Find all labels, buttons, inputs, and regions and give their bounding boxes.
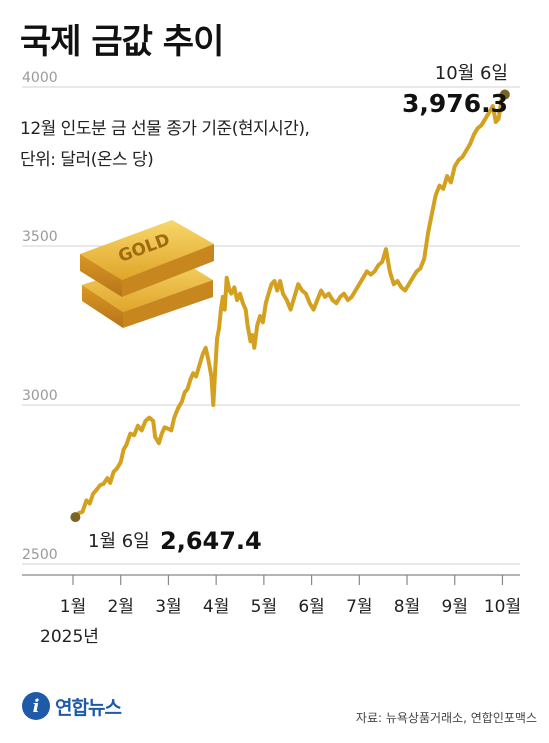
y-tick-label: 4000 xyxy=(22,70,58,86)
source-note: 자료: 뉴욕상품거래소, 연합인포맥스 xyxy=(355,711,537,725)
y-tick-label: 2500 xyxy=(22,547,58,563)
x-tick-label: 1월 xyxy=(60,597,86,617)
gold-bar-bottom-front xyxy=(123,280,213,328)
x-tick-label: 9월 xyxy=(442,597,468,617)
yonhap-logo-icon: i xyxy=(22,692,50,720)
start-value-label: 2,647.4 xyxy=(160,527,262,555)
price-line xyxy=(73,92,507,520)
chart-subtitle: 12월 인도분 금 선물 종가 기준(현지시간), xyxy=(20,119,310,139)
y-tick-label: 3000 xyxy=(22,388,58,404)
end-point-marker xyxy=(499,89,510,100)
yonhap-logo: i 연합뉴스 xyxy=(22,692,122,720)
start-date-label: 1월 6일 xyxy=(88,531,150,552)
x-tick-label: 2월 xyxy=(107,597,133,617)
chart-title: 국제 금값 추이 xyxy=(20,22,224,62)
x-axis: 1월 2월 3월 4월 5월 6월 7월 8월 9월 10월 xyxy=(22,574,521,617)
x-tick-label: 8월 xyxy=(394,597,420,617)
end-value-label: 3,976.3 xyxy=(402,89,508,118)
yonhap-logo-text: 연합뉴스 xyxy=(55,696,122,719)
year-label: 2025년 xyxy=(40,627,99,647)
x-tick-label: 4월 xyxy=(203,597,229,617)
gold-bar-top-left xyxy=(80,254,122,297)
x-tick-label: 6월 xyxy=(298,597,324,617)
x-tick-label: 7월 xyxy=(346,597,372,617)
gold-bar-top-front xyxy=(122,244,214,297)
unit-label: 단위: 달러(온스 당) xyxy=(20,150,154,170)
x-tick-label: 10월 xyxy=(484,597,521,617)
x-tick-label: 5월 xyxy=(251,597,277,617)
y-tick-label: 3500 xyxy=(22,229,58,245)
y-axis: 2500 3000 3500 4000 xyxy=(22,70,58,563)
x-tick-label: 3월 xyxy=(155,597,181,617)
gold-bar-top-top xyxy=(80,220,214,280)
end-date-label: 10월 6일 xyxy=(435,63,508,84)
gold-bar-bottom-left xyxy=(82,285,123,328)
gold-bar-illustration: GOLD xyxy=(80,220,214,328)
start-point-marker xyxy=(70,512,81,523)
